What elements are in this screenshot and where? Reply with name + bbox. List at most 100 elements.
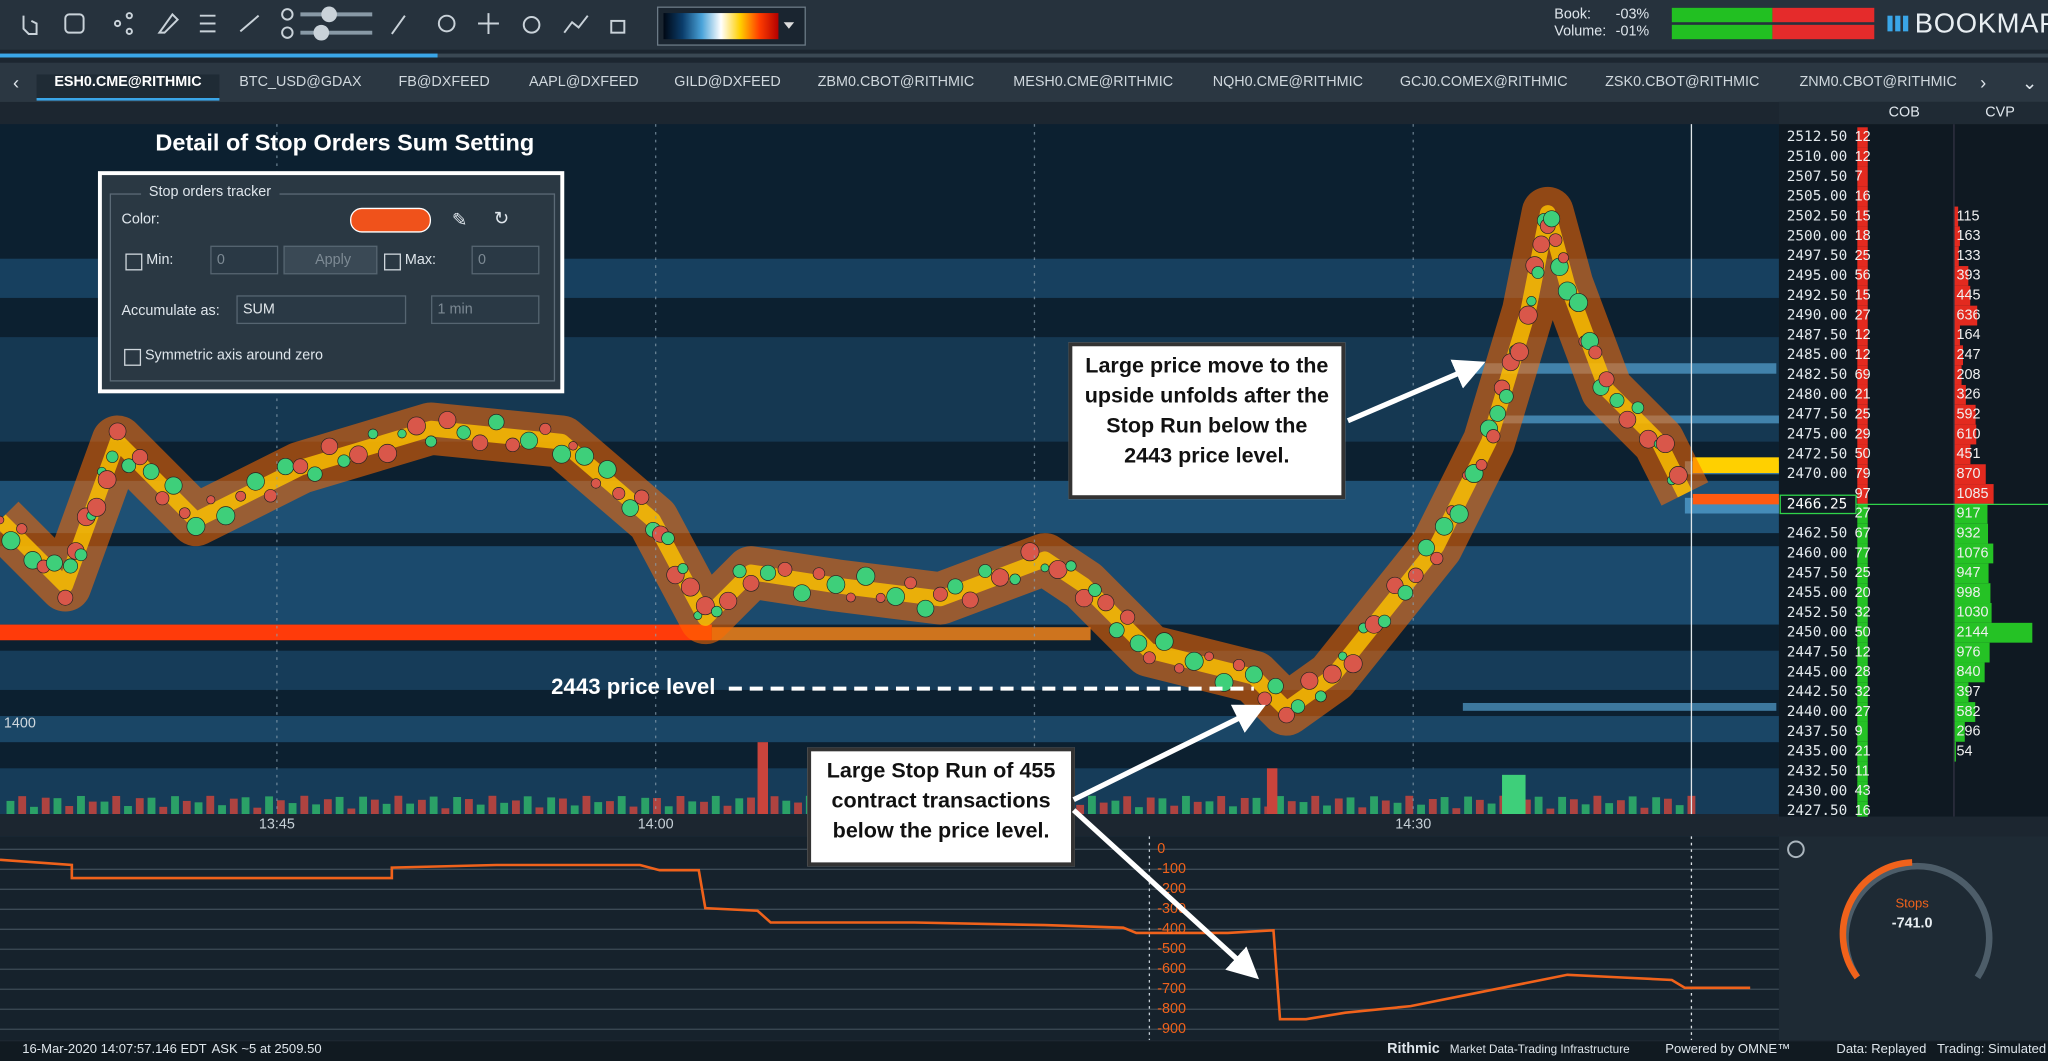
trade-bubble <box>552 444 571 464</box>
chart-icon[interactable] <box>563 15 589 34</box>
trade-bubble <box>1397 585 1414 601</box>
cob-bar <box>1857 325 1868 346</box>
tab[interactable]: GCJ0.COMEX@RITHMIC <box>1399 74 1568 91</box>
volume-spike <box>1502 774 1526 815</box>
volume-bar <box>1252 797 1261 815</box>
tab-scroll[interactable]: ‹ <box>13 71 20 93</box>
trade-bubble <box>87 497 107 517</box>
tab[interactable]: NQH0.CME@RITHMIC <box>1212 74 1363 91</box>
trade-bubble <box>1475 458 1488 471</box>
volume-bar <box>1334 798 1343 815</box>
price-label: 2460.00 <box>1787 545 1848 561</box>
volume-bar <box>276 800 285 815</box>
volume-bar <box>53 798 62 815</box>
tab[interactable]: AAPL@DXFEED <box>529 74 639 91</box>
trade-bubble <box>63 558 79 574</box>
interval-select[interactable]: 1 min <box>431 295 540 325</box>
tab[interactable]: MESH0.CME@RITHMIC <box>1013 74 1174 91</box>
share-icon[interactable] <box>113 19 122 28</box>
trade-bubble <box>1526 296 1537 307</box>
hand-icon[interactable] <box>22 15 38 35</box>
cob-bar <box>1857 206 1868 227</box>
cob-value: 16 <box>1855 803 1871 817</box>
tab-scroll[interactable]: › <box>1980 71 1987 93</box>
layers-icon[interactable] <box>199 14 216 33</box>
price-label: 2482.50 <box>1787 367 1848 383</box>
apply-button[interactable]: Apply <box>283 245 378 275</box>
price-label: 2437.50 <box>1787 724 1848 740</box>
tab[interactable]: FB@DXFEED <box>398 74 490 91</box>
cob-value: 11 <box>1855 763 1870 779</box>
volume-bar <box>1593 795 1602 815</box>
min-input[interactable]: 0 <box>210 245 279 275</box>
lock-icon[interactable] <box>610 19 626 34</box>
tab[interactable]: ESH0.CME@RITHMIC <box>36 74 220 101</box>
rocket-icon[interactable] <box>157 12 180 34</box>
trade-bubble <box>621 499 639 517</box>
price-label: 2487.50 <box>1787 327 1848 343</box>
trade-bubble <box>1518 305 1538 325</box>
cvp-value: 592 <box>1957 406 1981 422</box>
liquidity-band <box>0 650 1779 690</box>
tab[interactable]: ZBM0.CBOT@RITHMIC <box>817 74 975 91</box>
color-swatch[interactable] <box>350 207 432 233</box>
tab[interactable]: ZNM0.CBOT@RITHMIC <box>1799 74 1957 91</box>
link-icon[interactable] <box>239 14 260 33</box>
min-checkbox[interactable] <box>125 253 143 271</box>
cob-bar <box>1857 404 1868 425</box>
tab[interactable]: ZSK0.CBOT@RITHMIC <box>1605 74 1760 91</box>
note-line: Stop Run below the <box>1106 414 1308 438</box>
trade-bubble <box>74 548 88 562</box>
big-order-band <box>711 627 1091 641</box>
volume-bar <box>1276 796 1284 815</box>
trade-bubble <box>711 605 723 618</box>
cob-value: 12 <box>1855 129 1871 145</box>
price-label: 2430.00 <box>1787 783 1848 799</box>
note-line: upside unfolds after the <box>1084 384 1329 408</box>
max-checkbox[interactable] <box>383 253 401 271</box>
volume-bar <box>617 796 626 815</box>
big-order-band <box>1692 457 1779 474</box>
trade-bubble <box>1290 699 1306 714</box>
accumulate-select[interactable]: SUM <box>236 295 407 325</box>
tab[interactable]: GILD@DXFEED <box>674 74 781 91</box>
slider-thumb[interactable] <box>321 6 337 23</box>
trade-bubble <box>695 596 715 616</box>
volume-bar <box>1569 799 1578 815</box>
zoom-icon[interactable] <box>64 13 85 34</box>
max-input[interactable]: 0 <box>471 245 540 275</box>
chat-icon[interactable] <box>437 14 456 33</box>
volume-bar <box>1546 808 1555 815</box>
cvp-value: 932 <box>1957 525 1981 541</box>
tab-scroll[interactable]: ⌄ <box>2021 71 2038 93</box>
volume-bar <box>100 801 109 815</box>
crosshair-icon[interactable] <box>478 13 499 34</box>
trading-mode: Trading: Simulated <box>1936 1042 2047 1058</box>
volume-bar <box>1111 800 1120 815</box>
settings-gear[interactable] <box>1787 840 1805 859</box>
volume-bar <box>1381 800 1390 815</box>
cob-bar <box>1857 147 1868 167</box>
cvp-value: 610 <box>1957 426 1981 442</box>
volume-bar <box>488 795 497 815</box>
trade-bubble <box>1097 594 1115 612</box>
volume-bar <box>1405 795 1414 815</box>
data-mode: Data: Replayed <box>1836 1042 1927 1058</box>
volume-bar-green <box>1671 24 1773 40</box>
trade-bubble <box>1245 665 1263 684</box>
timer-icon[interactable] <box>522 16 541 34</box>
slider-thumb[interactable] <box>313 24 330 41</box>
colormap-select[interactable] <box>656 6 806 46</box>
note-line: below the price level. <box>832 819 1050 843</box>
liquidity-band <box>1462 702 1777 711</box>
reset-color[interactable]: ↻ <box>493 207 510 229</box>
pencil-icon[interactable] <box>391 15 406 35</box>
pick-color[interactable]: ✎ <box>451 209 468 230</box>
trade-bubble <box>235 490 247 502</box>
cob-value: 27 <box>1855 704 1871 720</box>
trade-bubble <box>1532 235 1550 254</box>
big-order-band <box>1692 493 1779 505</box>
tab[interactable]: BTC_USD@GDAX <box>239 74 362 91</box>
volume-bar <box>1428 799 1437 815</box>
symmetric-checkbox[interactable] <box>124 348 142 366</box>
